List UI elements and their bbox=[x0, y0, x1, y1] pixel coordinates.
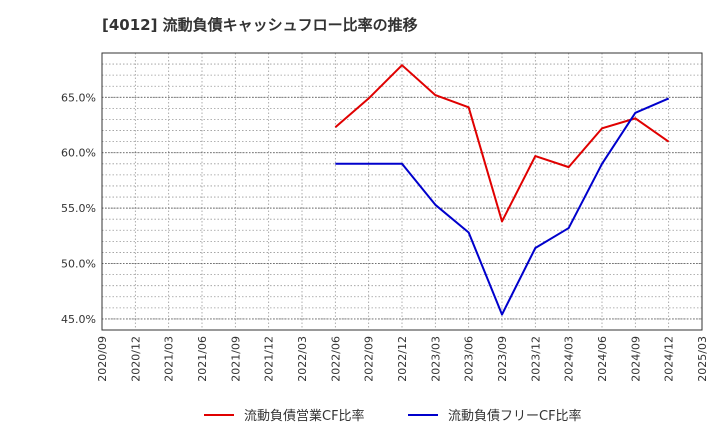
y-tick-label: 50.0% bbox=[61, 258, 96, 271]
x-tick-label: 2024/09 bbox=[629, 336, 642, 382]
series-line-2 bbox=[335, 97, 670, 316]
x-tick-label: 2021/06 bbox=[196, 336, 209, 382]
y-tick-label: 65.0% bbox=[61, 91, 96, 104]
legend-label-1: 流動負債営業CF比率 bbox=[244, 408, 365, 424]
x-tick-label: 2022/12 bbox=[396, 336, 409, 382]
x-tick-label: 2025/03 bbox=[696, 336, 709, 382]
x-tick-label: 2022/06 bbox=[329, 336, 342, 382]
y-tick-label: 55.0% bbox=[61, 202, 96, 215]
x-tick-label: 2020/12 bbox=[129, 336, 142, 382]
x-tick-label: 2024/12 bbox=[663, 336, 676, 382]
series-line-1 bbox=[334, 64, 670, 223]
x-tick-label: 2024/03 bbox=[563, 336, 576, 382]
x-tick-label: 2024/06 bbox=[596, 336, 609, 382]
x-tick-label: 2023/03 bbox=[429, 336, 442, 382]
x-tick-label: 2021/12 bbox=[263, 336, 276, 382]
x-tick-label: 2022/03 bbox=[296, 336, 309, 382]
x-tick-label: 2023/09 bbox=[496, 336, 509, 382]
x-tick-label: 2023/12 bbox=[529, 336, 542, 382]
y-tick-label: 60.0% bbox=[61, 147, 96, 160]
x-tick-label: 2022/09 bbox=[363, 336, 376, 382]
x-tick-label: 2021/03 bbox=[163, 336, 176, 382]
y-tick-label: 45.0% bbox=[61, 313, 96, 326]
plot-frame bbox=[101, 52, 703, 331]
x-tick-label: 2021/09 bbox=[229, 336, 242, 382]
x-tick-label: 2023/06 bbox=[463, 336, 476, 382]
x-tick-label: 2020/09 bbox=[96, 336, 109, 382]
legend-label-2: 流動負債フリーCF比率 bbox=[448, 408, 582, 424]
chart-title: [4012] 流動負債キャッシュフロー比率の推移 bbox=[102, 16, 418, 34]
